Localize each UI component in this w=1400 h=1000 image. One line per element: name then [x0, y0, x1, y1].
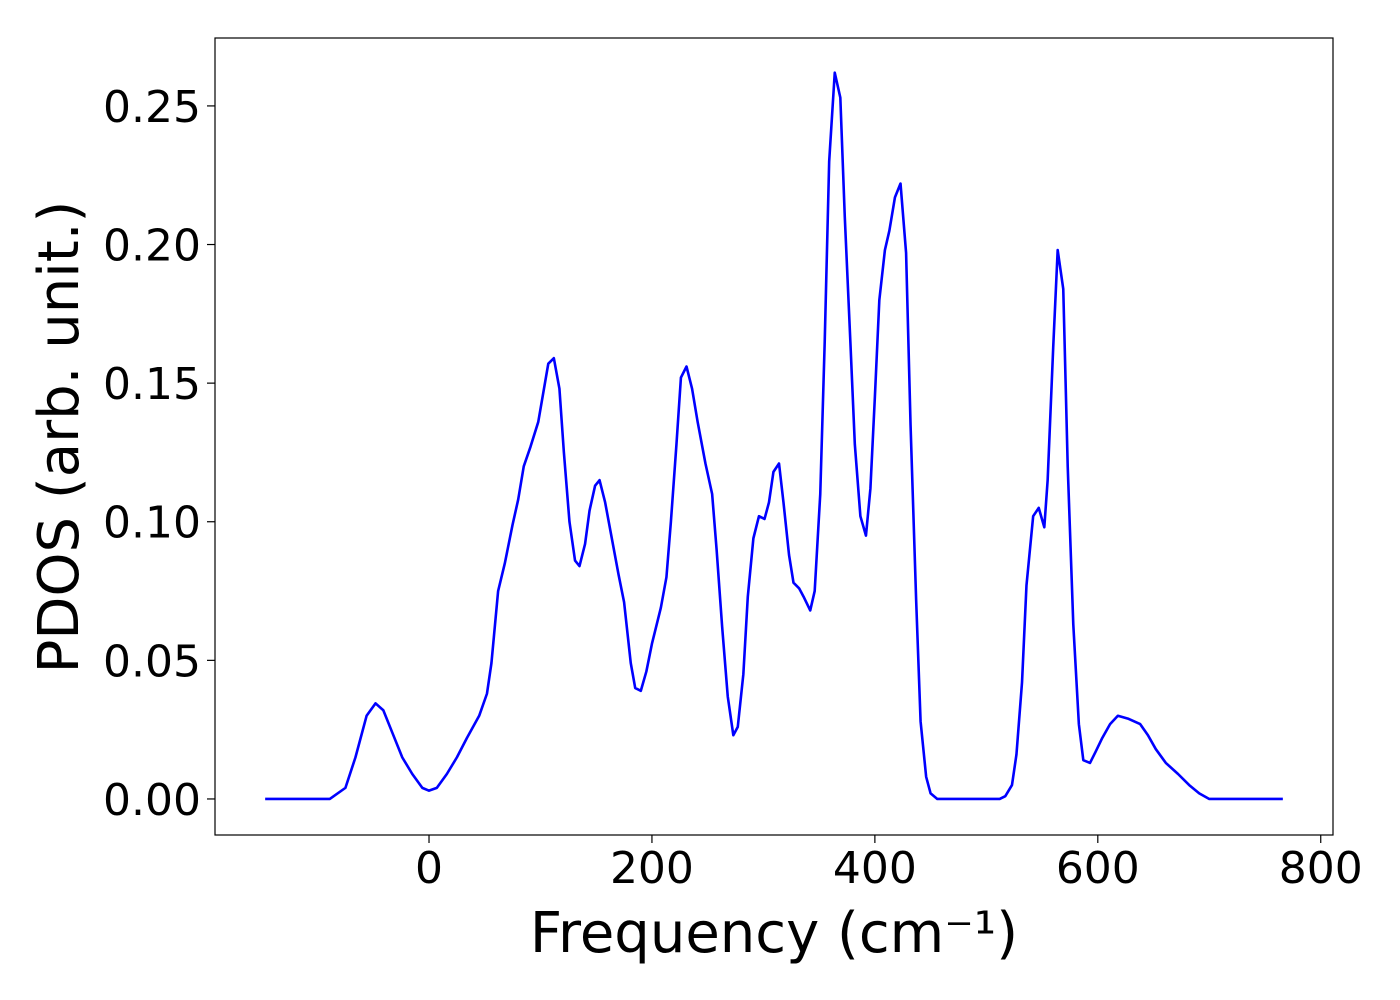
y-tick-label: 0.25: [103, 82, 201, 133]
y-tick-label: 0.20: [103, 221, 201, 272]
x-tick-label: 400: [833, 843, 917, 894]
x-axis-label: Frequency (cm⁻¹): [530, 901, 1018, 966]
y-tick-label: 0.15: [103, 359, 201, 410]
x-tick-label: 200: [610, 843, 694, 894]
x-tick-label: 0: [415, 843, 443, 894]
y-tick-label: 0.05: [103, 636, 201, 687]
data-line: [265, 71, 1283, 801]
y-tick-label: 0.10: [103, 498, 201, 549]
y-axis-label: PDOS (arb. unit.): [27, 201, 92, 674]
y-tick-label: 0.00: [103, 775, 201, 826]
plot-frame: [214, 37, 1334, 836]
x-tick-label: 600: [1056, 843, 1140, 894]
x-tick-label: 800: [1279, 843, 1363, 894]
